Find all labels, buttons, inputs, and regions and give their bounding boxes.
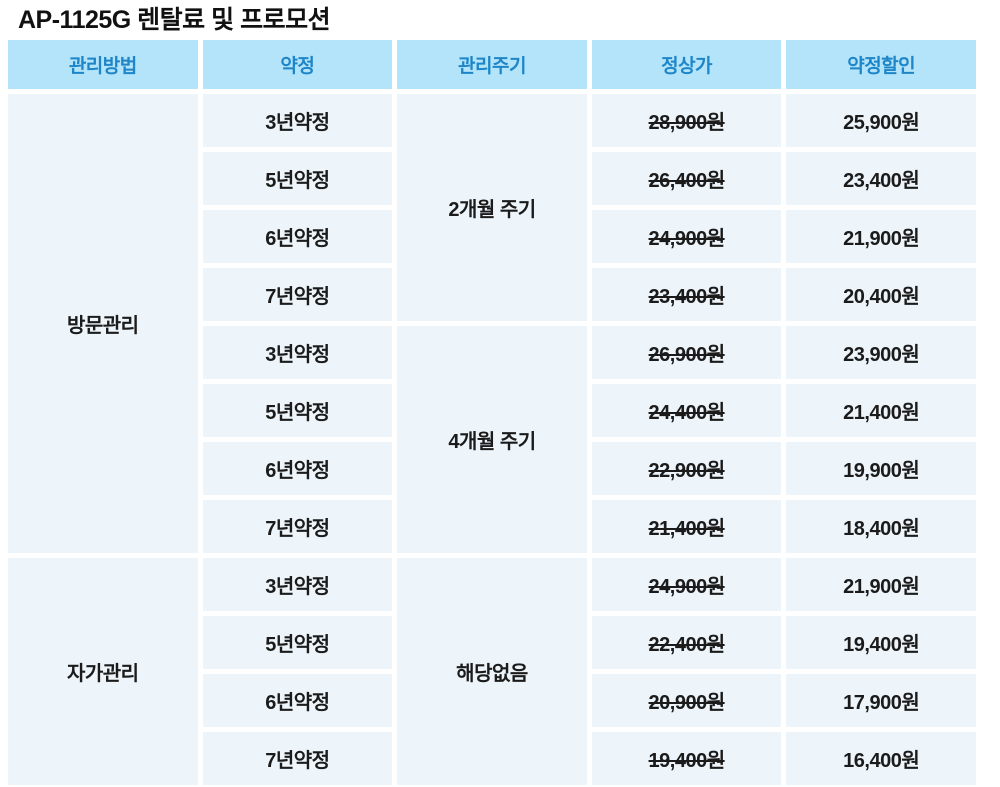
table-row: 6년약정 22,900원 19,900원 xyxy=(8,442,976,495)
header-management-method: 관리방법 xyxy=(8,40,198,89)
discount-price: 21,400원 xyxy=(786,384,976,437)
original-price-text: 24,900원 xyxy=(648,576,726,598)
discount-price: 17,900원 xyxy=(786,674,976,727)
original-price-text: 24,400원 xyxy=(648,402,726,424)
term-cell: 6년약정 xyxy=(202,674,393,727)
term-cell: 5년약정 xyxy=(202,616,393,669)
original-price-text: 24,900원 xyxy=(648,228,726,250)
discount-price: 25,900원 xyxy=(786,94,976,147)
original-price-text: 23,400원 xyxy=(648,286,726,308)
discount-price: 16,400원 xyxy=(786,732,976,785)
term-cell: 6년약정 xyxy=(202,210,393,263)
original-price: 19,400원 xyxy=(591,732,782,785)
original-price: 24,900원 xyxy=(591,558,782,611)
discount-price: 19,400원 xyxy=(786,616,976,669)
pricing-table: 관리방법 약정 관리주기 정상가 약정할인 방문관리 3년약정 2개월 주기 2… xyxy=(3,35,981,787)
method-cell: 방문관리 xyxy=(8,94,198,553)
table-row: 3년약정 4개월 주기 26,900원 23,900원 xyxy=(8,326,976,553)
table-row: 5년약정 26,400원 23,400원 xyxy=(8,152,976,205)
cycle-cell: 4개월 주기 xyxy=(397,326,587,553)
original-price-text: 26,400원 xyxy=(648,170,726,192)
discount-price: 21,900원 xyxy=(786,558,976,611)
original-price: 21,400원 xyxy=(591,500,782,553)
original-price: 26,400원 xyxy=(591,152,782,205)
term-cell: 5년약정 xyxy=(202,152,393,205)
original-price: 22,900원 xyxy=(591,442,782,495)
discount-price: 19,900원 xyxy=(786,442,976,495)
page-title: AP-1125G 렌탈료 및 프로모션 xyxy=(18,6,331,34)
table-row: 5년약정 24,400원 21,400원 xyxy=(8,384,976,437)
term-cell: 5년약정 xyxy=(202,384,393,437)
original-price-text: 28,900원 xyxy=(648,112,726,134)
method-cell: 자가관리 xyxy=(8,558,198,785)
original-price: 20,900원 xyxy=(591,674,782,727)
discount-price: 23,400원 xyxy=(786,152,976,205)
table-row: 5년약정 22,400원 19,400원 xyxy=(8,616,976,669)
original-price: 28,900원 xyxy=(591,94,782,147)
term-cell: 7년약정 xyxy=(202,500,393,553)
term-cell: 3년약정 xyxy=(202,558,393,611)
term-cell: 3년약정 xyxy=(202,326,393,379)
original-price: 24,400원 xyxy=(591,384,782,437)
original-price-text: 21,400원 xyxy=(648,518,726,540)
term-cell: 7년약정 xyxy=(202,732,393,785)
discount-price: 20,400원 xyxy=(786,268,976,321)
cycle-cell: 해당없음 xyxy=(397,558,587,785)
cycle-cell: 2개월 주기 xyxy=(397,94,587,321)
discount-price: 21,900원 xyxy=(786,210,976,263)
header-management-cycle: 관리주기 xyxy=(397,40,587,89)
discount-price: 18,400원 xyxy=(786,500,976,553)
term-cell: 3년약정 xyxy=(202,94,393,147)
original-price-text: 22,900원 xyxy=(648,460,726,482)
header-regular-price: 정상가 xyxy=(591,40,782,89)
pricing-table-body: 방문관리 3년약정 2개월 주기 28,900원 25,900원 5년약정 26… xyxy=(8,94,976,785)
original-price-text: 22,400원 xyxy=(648,634,726,656)
original-price: 26,900원 xyxy=(591,326,782,379)
discount-price: 23,900원 xyxy=(786,326,976,379)
original-price: 22,400원 xyxy=(591,616,782,669)
original-price-text: 26,900원 xyxy=(648,344,726,366)
original-price: 23,400원 xyxy=(591,268,782,321)
table-row: 7년약정 21,400원 18,400원 xyxy=(8,500,976,553)
table-row: 자가관리 3년약정 해당없음 24,900원 21,900원 xyxy=(8,558,976,785)
term-cell: 6년약정 xyxy=(202,442,393,495)
term-cell: 7년약정 xyxy=(202,268,393,321)
original-price-text: 19,400원 xyxy=(648,750,726,772)
header-contract-discount: 약정할인 xyxy=(786,40,976,89)
table-row: 6년약정 24,900원 21,900원 xyxy=(8,210,976,263)
original-price: 24,900원 xyxy=(591,210,782,263)
table-row: 6년약정 20,900원 17,900원 xyxy=(8,674,976,727)
header-row: 관리방법 약정 관리주기 정상가 약정할인 xyxy=(8,40,976,89)
table-row: 7년약정 19,400원 16,400원 xyxy=(8,732,976,785)
pricing-table-header: 관리방법 약정 관리주기 정상가 약정할인 xyxy=(8,40,976,89)
table-row: 7년약정 23,400원 20,400원 xyxy=(8,268,976,321)
original-price-text: 20,900원 xyxy=(648,692,726,714)
table-row: 방문관리 3년약정 2개월 주기 28,900원 25,900원 xyxy=(8,94,976,553)
header-contract-term: 약정 xyxy=(202,40,393,89)
